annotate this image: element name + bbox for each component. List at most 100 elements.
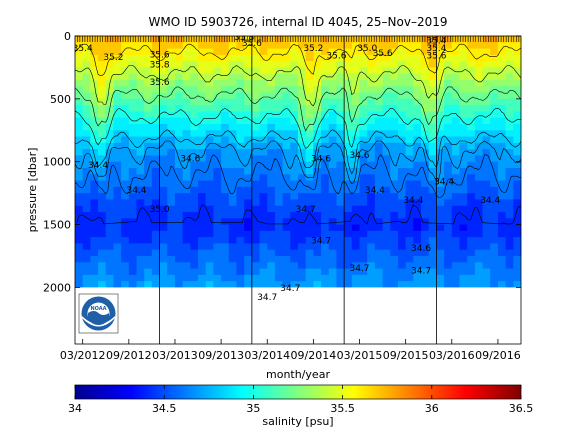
salinity-cell: [274, 205, 284, 213]
salinity-cell: [267, 212, 276, 219]
salinity-cell: [367, 155, 376, 163]
salinity-cell: [259, 149, 268, 157]
salinity-cell: [374, 193, 384, 201]
salinity-cell: [405, 281, 414, 289]
salinity-cell: [436, 130, 445, 138]
salinity-cell: [474, 54, 484, 62]
salinity-cell: [374, 105, 384, 113]
salinity-cell: [267, 73, 276, 81]
salinity-cell: [497, 186, 507, 194]
salinity-cell: [144, 262, 153, 270]
salinity-cell: [213, 117, 222, 125]
salinity-cell: [328, 48, 338, 56]
salinity-cell: [305, 212, 314, 219]
x-tick-label: 09/2015: [383, 349, 429, 362]
salinity-cell: [182, 186, 191, 194]
salinity-cell: [98, 274, 107, 282]
salinity-cell: [90, 142, 99, 150]
salinity-cell: [213, 61, 222, 69]
contour-line: [75, 129, 521, 175]
salinity-cell: [421, 256, 430, 263]
salinity-cell: [90, 199, 99, 207]
salinity-cell: [397, 117, 407, 125]
salinity-cell: [474, 117, 484, 125]
salinity-cell: [359, 80, 368, 87]
salinity-cell: [90, 243, 99, 251]
salinity-cell: [482, 168, 491, 175]
salinity-cell: [459, 149, 468, 157]
salinity-cell: [121, 218, 130, 226]
salinity-cell: [198, 92, 207, 100]
salinity-cell: [336, 73, 345, 81]
colorbar-tick-label: 36: [425, 402, 439, 415]
salinity-cell: [497, 224, 507, 232]
salinity-cell: [236, 268, 245, 276]
salinity-cell: [213, 36, 222, 43]
salinity-cell: [182, 230, 191, 238]
salinity-cell: [321, 281, 330, 289]
salinity-cell: [390, 130, 399, 138]
salinity-cell: [144, 249, 153, 257]
salinity-cell: [321, 199, 330, 207]
salinity-cell: [144, 161, 153, 169]
salinity-cell: [236, 180, 245, 188]
salinity-cell: [128, 230, 138, 238]
salinity-cell: [174, 105, 184, 113]
salinity-cell: [228, 61, 238, 69]
salinity-cell: [228, 224, 238, 232]
salinity-cell: [351, 243, 361, 251]
salinity-cell: [113, 117, 122, 125]
salinity-cell: [459, 80, 468, 87]
salinity-cell: [474, 80, 484, 87]
salinity-cell: [228, 193, 238, 201]
salinity-cell: [290, 268, 299, 276]
salinity-cell: [251, 48, 261, 56]
salinity-cell: [367, 186, 376, 194]
salinity-cell: [321, 249, 330, 257]
salinity-cell: [136, 193, 145, 201]
salinity-cell: [128, 136, 138, 144]
salinity-cell: [390, 48, 399, 56]
salinity-cell: [144, 80, 153, 87]
salinity-cell: [213, 281, 222, 289]
salinity-cell: [274, 54, 284, 62]
salinity-cell: [436, 161, 445, 169]
salinity-cell: [505, 80, 514, 87]
salinity-cell: [151, 243, 161, 251]
salinity-cell: [274, 174, 284, 182]
salinity-cell: [321, 180, 330, 188]
salinity-cell: [321, 98, 330, 106]
salinity-cell: [497, 174, 507, 182]
salinity-cell: [374, 274, 384, 282]
salinity-cell: [497, 92, 507, 100]
salinity-cell: [151, 105, 161, 113]
salinity-cell: [198, 237, 207, 245]
salinity-cell: [159, 224, 168, 232]
salinity-cell: [128, 98, 138, 106]
salinity-cell: [313, 155, 322, 163]
salinity-cell: [336, 105, 345, 113]
salinity-cell: [251, 130, 261, 138]
salinity-cell: [328, 186, 338, 194]
salinity-cell: [128, 186, 138, 194]
salinity-cell: [221, 237, 230, 245]
salinity-cell: [505, 174, 514, 182]
salinity-cell: [113, 142, 122, 150]
salinity-cell: [136, 205, 145, 213]
salinity-cell: [436, 212, 445, 219]
salinity-cell: [305, 124, 314, 131]
salinity-cell: [113, 262, 122, 270]
salinity-cell: [382, 205, 391, 213]
salinity-cell: [82, 218, 91, 226]
salinity-cell: [213, 249, 222, 257]
salinity-cell: [505, 274, 514, 282]
salinity-cell: [105, 42, 115, 50]
salinity-cell: [121, 205, 130, 213]
salinity-cell: [421, 218, 430, 226]
salinity-cell: [421, 48, 430, 56]
salinity-cell: [428, 218, 438, 226]
salinity-cell: [436, 117, 445, 125]
salinity-cell: [298, 243, 307, 251]
salinity-cell: [359, 36, 368, 43]
salinity-cell: [159, 212, 168, 219]
